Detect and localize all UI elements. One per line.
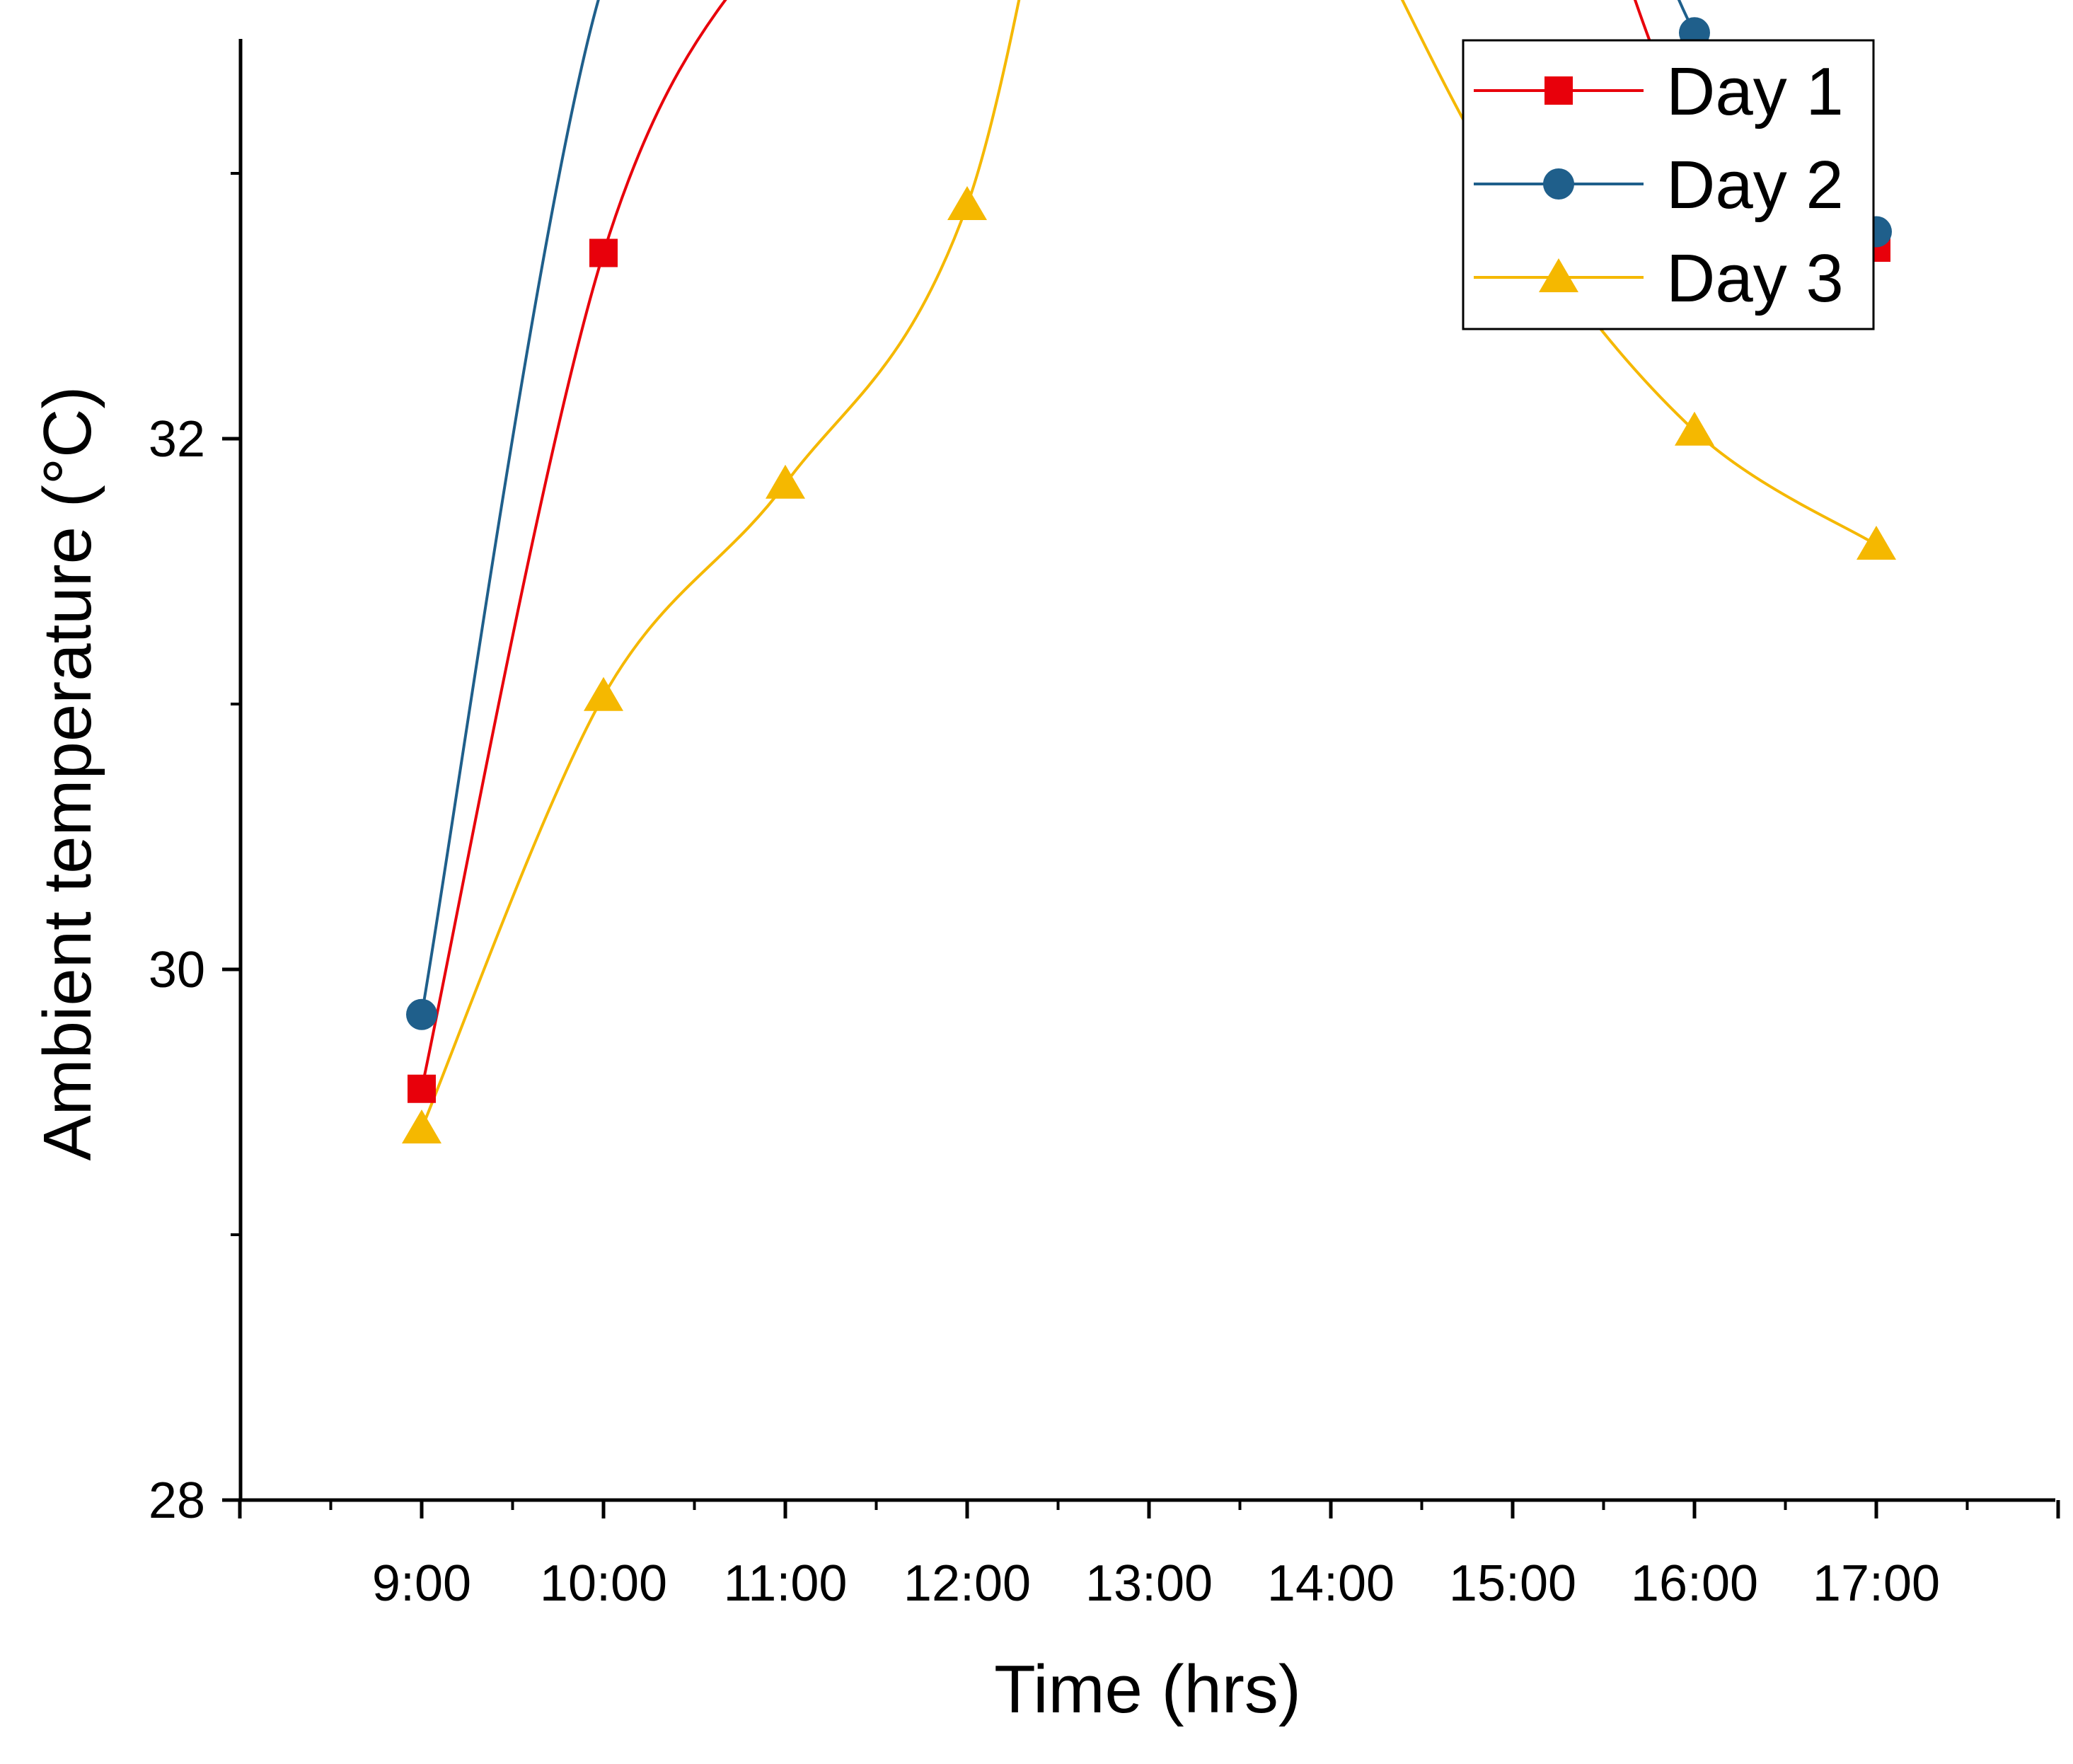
- x-tick-label: 14:00: [1267, 1555, 1394, 1612]
- y-ticks: 283032343638: [149, 172, 241, 1529]
- x-axis-title: Time (hrs): [994, 1651, 1301, 1727]
- data-point-day-3: [766, 464, 805, 499]
- legend-marker: [1539, 258, 1578, 292]
- data-point-day-1: [408, 1074, 436, 1103]
- x-tick-label: 16:00: [1631, 1555, 1758, 1612]
- data-point-day-3: [584, 676, 623, 711]
- y-axis-title: Ambient temperature (°C): [30, 386, 105, 1161]
- x-tick-label: 12:00: [903, 1555, 1031, 1612]
- data-point-day-3: [402, 1109, 441, 1143]
- x-tick-label: 15:00: [1449, 1555, 1576, 1612]
- x-ticks: 9:00 10:00 11:00 12:00 13:00 14:00 15:00 16:00 1…: [238, 1500, 2060, 1612]
- legend: Day 1 Day 2 Day 3: [1462, 39, 1875, 330]
- legend-marker: [1543, 168, 1574, 200]
- data-point-day-2: [406, 998, 437, 1030]
- y-tick-label: 30: [149, 942, 205, 998]
- legend-marker: [1544, 76, 1573, 105]
- legend-label: Day 2: [1666, 147, 1844, 223]
- y-tick-label: 28: [149, 1472, 205, 1529]
- legend-label: Day 3: [1666, 241, 1844, 316]
- x-tick-label: 11:00: [724, 1555, 848, 1612]
- y-tick-label: 32: [149, 411, 205, 468]
- legend-label: Day 1: [1666, 54, 1844, 129]
- x-tick-label: 9:00: [372, 1555, 471, 1612]
- data-point-day-3: [1857, 526, 1896, 560]
- data-point-day-1: [589, 238, 618, 267]
- x-tick-label: 17:00: [1813, 1555, 1940, 1612]
- x-tick-label: 10:00: [540, 1555, 667, 1612]
- x-tick-label: 13:00: [1085, 1555, 1213, 1612]
- data-point-day-3: [947, 186, 987, 220]
- data-point-day-3: [1675, 411, 1714, 446]
